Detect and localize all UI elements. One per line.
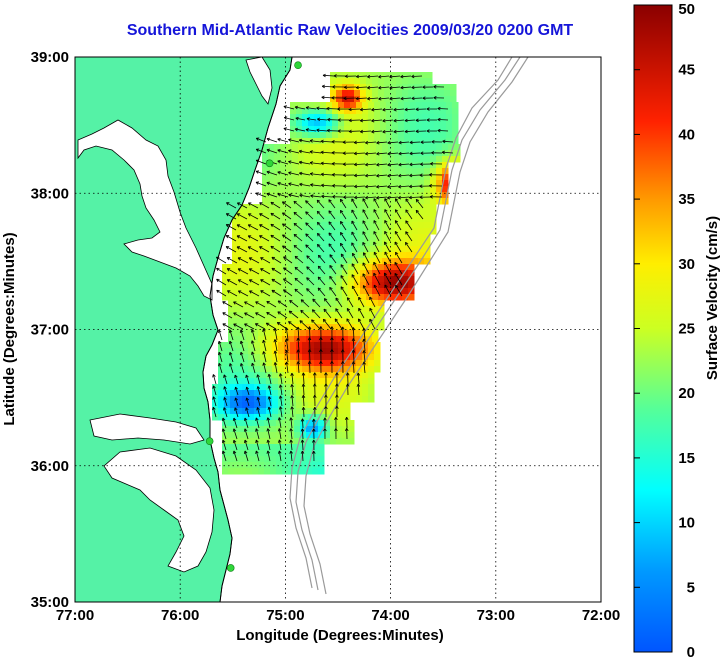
colorbar-tick-label: 35: [678, 191, 695, 208]
radar-stations: [205, 61, 302, 572]
radar-station-marker: [226, 564, 235, 572]
colorbar-tick-label: 25: [678, 321, 695, 338]
x-tick-label: 75:00: [266, 607, 304, 624]
colorbar-tick-label: 40: [678, 126, 695, 143]
albemarle-sound: [89, 413, 205, 445]
x-tick-label: 72:00: [582, 607, 620, 624]
radar-station-marker: [294, 61, 302, 69]
colorbar-tick-label: 50: [678, 1, 695, 18]
colorbar-tick-label: 45: [678, 62, 695, 79]
x-tick-label: 77:00: [56, 607, 94, 624]
x-axis-label: Longitude (Degrees:Minutes): [236, 627, 444, 644]
colorbar-gradient: [633, 4, 673, 653]
x-tick-label: 76:00: [161, 607, 199, 624]
colorbar-tick-label: 5: [687, 579, 695, 596]
chesapeake-bay: [77, 119, 213, 301]
y-tick-label: 36:00: [31, 458, 69, 475]
coastline: [202, 57, 293, 602]
colorbar-tick-label: 20: [678, 385, 695, 402]
radar-station-marker: [265, 159, 274, 168]
bathymetry-contours: [289, 57, 529, 595]
x-tick-label: 74:00: [371, 607, 409, 624]
colorbar-tick-label: 30: [678, 256, 695, 273]
colorbar-tick-label: 10: [678, 515, 695, 532]
colorbar-tick-label: 0: [687, 644, 695, 659]
colorbar-tick-label: 15: [678, 450, 695, 467]
y-tick-labels: 39:00 38:00 37:00 36:00 35:00: [31, 49, 69, 611]
y-tick-label: 38:00: [31, 185, 69, 202]
x-tick-label: 73:00: [477, 607, 515, 624]
colorbar-label: Surface Velocity (cm/s): [704, 216, 721, 380]
map-title: Southern Mid-Atlantic Raw Velocities 200…: [126, 22, 574, 39]
y-tick-label: 35:00: [31, 594, 69, 611]
y-axis-label: Latitude (Degrees:Minutes): [1, 232, 18, 425]
delaware-bay: [245, 57, 273, 105]
y-tick-label: 39:00: [31, 49, 69, 66]
y-tick-label: 37:00: [31, 322, 69, 339]
pamlico-sound: [103, 447, 215, 573]
velocity-field: [212, 72, 461, 475]
grid-lines: [75, 57, 601, 602]
radar-station-marker: [205, 437, 214, 446]
plot-frame: [74, 56, 602, 603]
x-tick-labels: 77:00 76:00 75:00 74:00 73:00 72:00: [56, 607, 620, 624]
